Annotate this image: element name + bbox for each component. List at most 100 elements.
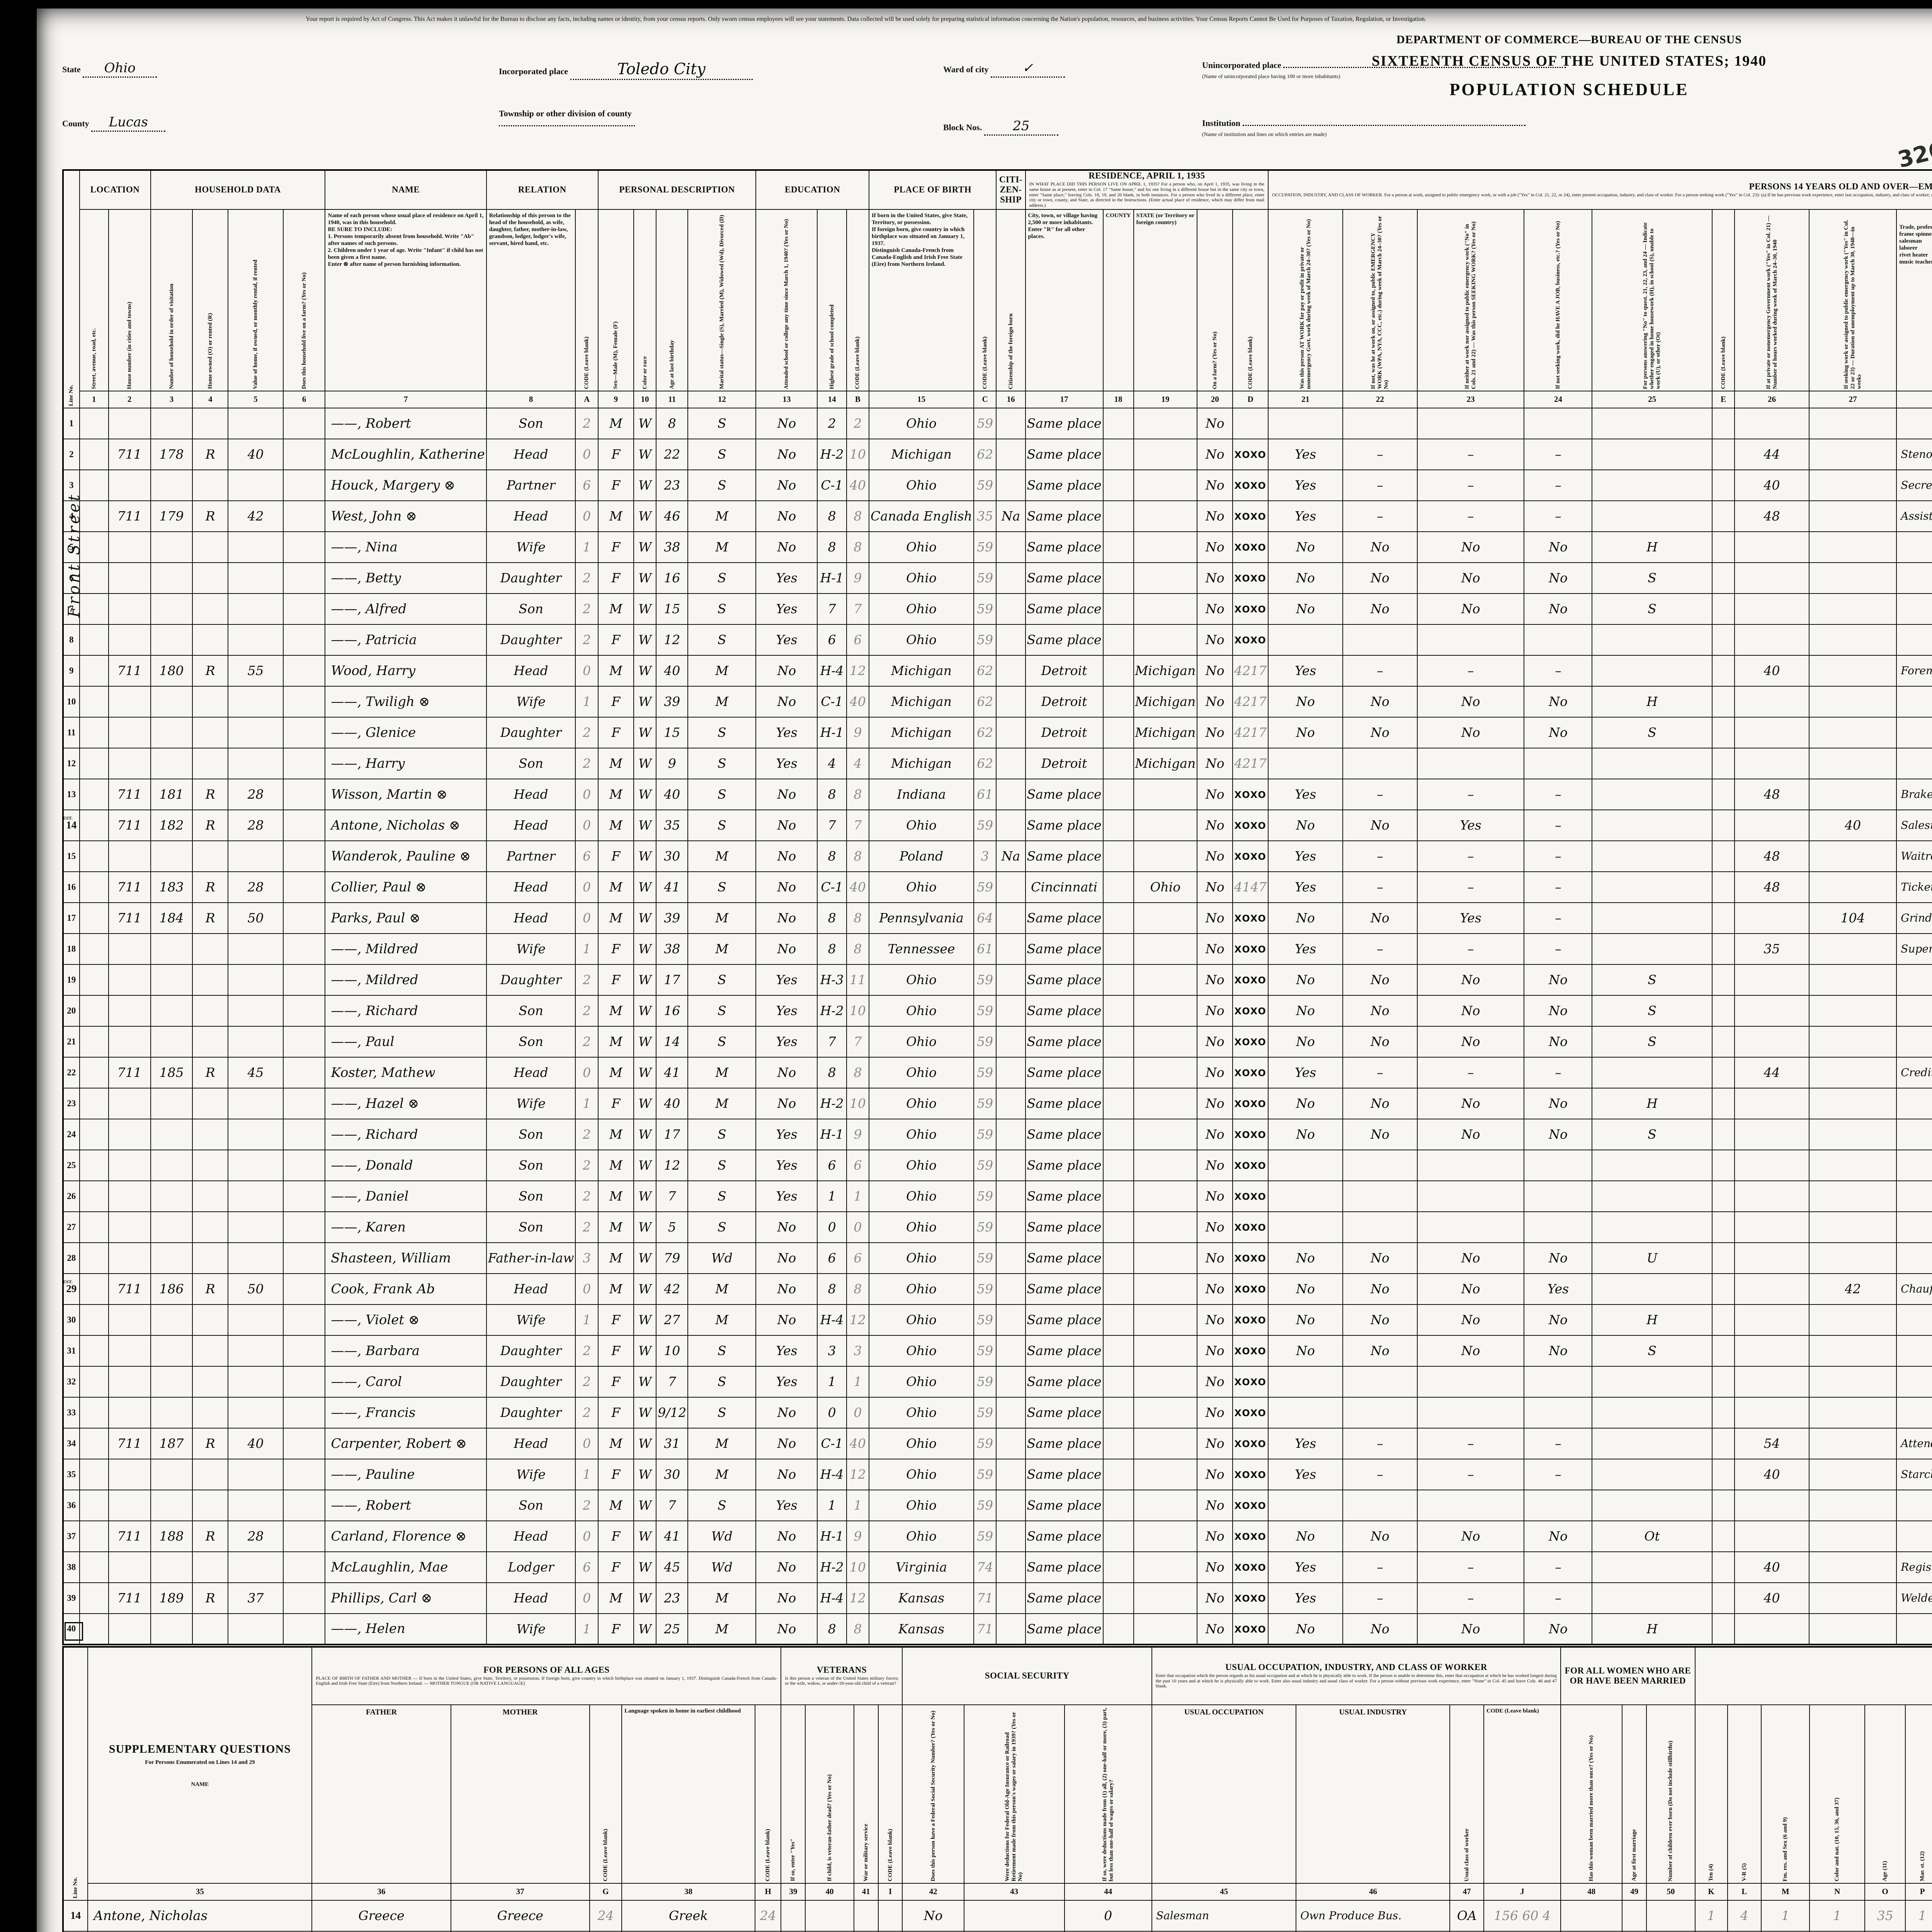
c25-r4 xyxy=(1592,500,1713,532)
occ-r10 xyxy=(1896,685,1932,718)
street-r18 xyxy=(79,933,109,965)
block-field: Block Nos. 25 xyxy=(943,118,1058,136)
s40-r29 xyxy=(805,1930,854,1932)
codeD-r14: XOXO xyxy=(1232,809,1269,841)
codeC-r20: 59 xyxy=(973,995,997,1027)
farm-r30 xyxy=(282,1304,326,1336)
c23-r15: – xyxy=(1417,840,1525,872)
hh-r1 xyxy=(150,407,193,439)
county-r23 xyxy=(1102,1087,1134,1119)
value-r22: 45 xyxy=(228,1056,284,1088)
state-r4 xyxy=(1133,500,1198,532)
age-r5: 38 xyxy=(656,531,689,563)
farm35-r34: No xyxy=(1197,1427,1233,1459)
c23-r38: – xyxy=(1417,1551,1525,1583)
occ-r5 xyxy=(1896,531,1932,563)
column-number-value: 5 xyxy=(228,390,284,408)
state-r34 xyxy=(1133,1427,1198,1459)
state-r12: Michigan xyxy=(1133,747,1198,779)
codeD-r27: XOXO xyxy=(1232,1211,1269,1243)
column-header-codeE: CODE (Leave blank) xyxy=(1711,209,1735,391)
codeB-r3: 40 xyxy=(846,469,870,501)
c26-r21 xyxy=(1734,1026,1810,1058)
ward-value: ✓ xyxy=(990,60,1065,78)
c22-r1 xyxy=(1342,407,1418,439)
c25-r35 xyxy=(1592,1458,1713,1490)
mar-r4: M xyxy=(687,500,757,532)
street-r27 xyxy=(79,1211,109,1243)
codeA-r24: 2 xyxy=(575,1118,599,1150)
street-r11 xyxy=(79,716,109,748)
grade-r32: 1 xyxy=(817,1366,847,1398)
c24-r33 xyxy=(1524,1396,1593,1429)
or-r39: R xyxy=(192,1582,229,1614)
or-r17: R xyxy=(192,902,229,934)
codeB-r31: 3 xyxy=(846,1335,870,1367)
occ-r21 xyxy=(1896,1026,1932,1058)
codeC-r19: 59 xyxy=(973,964,997,996)
c24-r17: – xyxy=(1524,902,1593,934)
mar-r8: S xyxy=(687,624,757,656)
c21-r1 xyxy=(1268,407,1343,439)
column-header-c27: If seeking work or assigned to public em… xyxy=(1808,209,1897,391)
farm35-r5: No xyxy=(1197,531,1233,563)
street-r31 xyxy=(79,1335,109,1367)
cit-r40 xyxy=(996,1613,1026,1645)
c21-r2: Yes xyxy=(1268,438,1343,470)
column-number-codeA: A xyxy=(575,390,599,408)
age-r19: 17 xyxy=(656,964,689,996)
hh-r35 xyxy=(150,1458,193,1490)
lineL-r6: 6 xyxy=(63,562,80,594)
lineL-r37: 37 xyxy=(63,1520,80,1552)
street-r30 xyxy=(79,1304,109,1336)
rel-r25: Son xyxy=(486,1149,576,1181)
c27-r9 xyxy=(1808,655,1897,687)
c27-r13 xyxy=(1808,778,1897,810)
codeA-r1: 2 xyxy=(575,407,599,439)
column-header-mother: MOTHER xyxy=(450,1704,590,1884)
codeB-r35: 12 xyxy=(846,1458,870,1490)
or-r6 xyxy=(192,562,229,594)
column-number-farm: 6 xyxy=(282,390,326,408)
county-r12 xyxy=(1102,747,1134,779)
codeE-r36 xyxy=(1711,1489,1735,1521)
column-header-c21: Was this person AT WORK for pay or profi… xyxy=(1268,209,1343,391)
ward-field: Ward of city ✓ xyxy=(943,60,1065,78)
codeA-r35: 1 xyxy=(575,1458,599,1490)
codeC-r18: 61 xyxy=(973,933,997,965)
c21-r23: No xyxy=(1268,1087,1343,1119)
sch-r40: No xyxy=(755,1613,818,1645)
codeD-r19: XOXO xyxy=(1232,964,1269,996)
c24-r11: No xyxy=(1524,716,1593,748)
block-label: Block Nos. xyxy=(943,122,982,132)
lineL-r2: 2 xyxy=(63,438,80,470)
farm-r5 xyxy=(282,531,326,563)
codeE-r11 xyxy=(1711,716,1735,748)
city-r3: Same place xyxy=(1025,469,1104,501)
c25-r11: S xyxy=(1592,716,1713,748)
codeD-r6: XOXO xyxy=(1232,562,1269,594)
age-r10: 39 xyxy=(656,685,689,718)
c21-r20: No xyxy=(1268,995,1343,1027)
name-r1: ——, Robert xyxy=(325,407,487,439)
codeE-r30 xyxy=(1711,1304,1735,1336)
institution-field: Institution (Name of institution and lin… xyxy=(1202,118,1526,138)
c23-r7: No xyxy=(1417,593,1525,625)
slineL-r14: 14 xyxy=(62,1900,88,1932)
race-r3: W xyxy=(633,469,657,501)
city-r7: Same place xyxy=(1025,593,1104,625)
column-header-mar: Marital status—Single (S), Married (M), … xyxy=(687,209,757,391)
occ-r4: Assistant Superintendent xyxy=(1896,500,1932,532)
c22-r28: No xyxy=(1342,1242,1418,1274)
pob-r39: Kansas xyxy=(869,1582,974,1614)
or-r20 xyxy=(192,995,229,1027)
codeE-r40 xyxy=(1711,1613,1735,1645)
column-number-state: 19 xyxy=(1133,390,1198,408)
c26-r8 xyxy=(1734,624,1810,656)
column-number-street: 1 xyxy=(79,390,109,408)
c27-r1 xyxy=(1808,407,1897,439)
c27-r31 xyxy=(1808,1335,1897,1367)
pob-r35: Ohio xyxy=(869,1458,974,1490)
c24-r10: No xyxy=(1524,685,1593,718)
state-field: State Ohio xyxy=(62,60,157,78)
